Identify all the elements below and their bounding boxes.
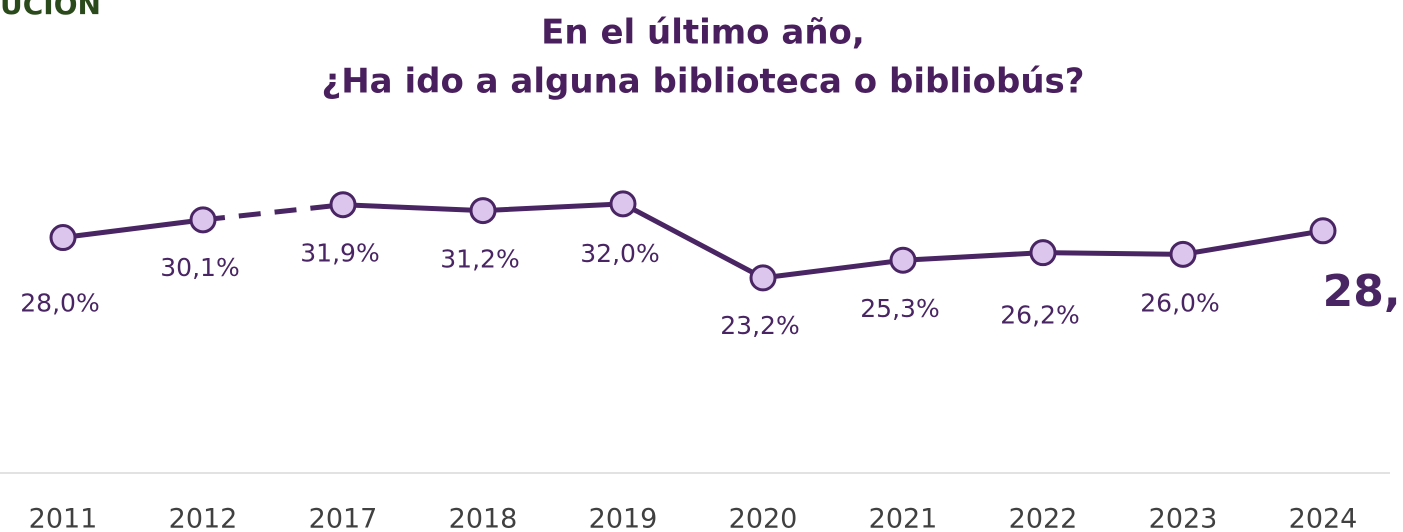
line-segment: [202, 202, 344, 223]
line-segment: [760, 257, 906, 281]
x-tick-label: 2021: [869, 504, 938, 532]
section-header: UCION: [0, 0, 101, 21]
value-label: 28,0%: [20, 289, 99, 318]
x-tick-label: 2024: [1289, 504, 1358, 532]
highlight-label: 28,8%: [1323, 266, 1403, 317]
x-tick-label: 2022: [1009, 504, 1078, 532]
line-segment: [900, 250, 1046, 263]
value-label: 25,3%: [860, 294, 939, 323]
line-segment: [620, 201, 766, 281]
marker: [189, 206, 217, 234]
chart-title: En el último año,: [541, 13, 865, 53]
x-tick-label: 2017: [309, 504, 378, 532]
value-label: 23,2%: [720, 311, 799, 340]
marker: [1029, 239, 1057, 267]
marker: [329, 191, 357, 219]
value-label: 32,0%: [580, 239, 659, 268]
marker: [49, 224, 77, 252]
marker: [749, 264, 777, 292]
x-tick-label: 2018: [449, 504, 518, 532]
line-segment: [340, 202, 486, 214]
x-tick-label: 2012: [169, 504, 238, 532]
marker: [469, 197, 497, 225]
x-tick-label: 2023: [1149, 504, 1218, 532]
value-label: 26,2%: [1000, 301, 1079, 330]
marker: [1309, 217, 1337, 245]
value-label: 30,1%: [160, 253, 239, 282]
marker: [889, 246, 917, 274]
x-tick-label: 2020: [729, 504, 798, 532]
chart-title: ¿Ha ido a alguna biblioteca o bibliobús?: [322, 62, 1085, 102]
marker: [1169, 240, 1197, 268]
x-tick-label: 2011: [29, 504, 98, 532]
line-segment: [480, 201, 626, 214]
x-tick-label: 2019: [589, 504, 658, 532]
value-label: 31,2%: [440, 245, 519, 274]
marker: [609, 190, 637, 218]
value-label: 31,9%: [300, 239, 379, 268]
value-label: 26,0%: [1140, 288, 1219, 317]
line-segment: [60, 217, 206, 241]
line-segment: [1180, 228, 1326, 257]
line-segment: [1040, 250, 1186, 257]
